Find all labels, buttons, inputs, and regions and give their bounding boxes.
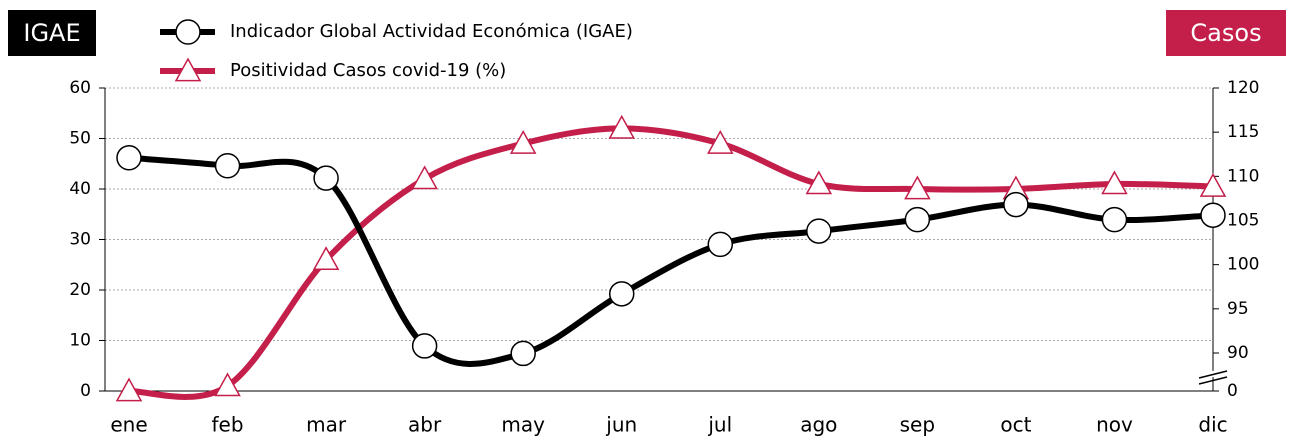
- marker-circle: [116, 145, 142, 171]
- marker-triangle: [1199, 172, 1227, 197]
- x-tick-label: abr: [408, 413, 442, 437]
- marker-circle: [214, 152, 241, 179]
- marker-circle: [608, 281, 635, 307]
- marker-circle: [904, 206, 931, 233]
- marker-triangle: [608, 114, 636, 139]
- marker-circle: [510, 340, 536, 367]
- marker-triangle: [411, 165, 438, 190]
- marker-triangle: [805, 170, 833, 195]
- marker-triangle: [904, 175, 931, 200]
- x-tick-label: ene: [110, 413, 147, 437]
- axis-break: [1198, 370, 1228, 379]
- y2-tick-label: 115: [1227, 122, 1259, 142]
- marker-circle: [411, 333, 438, 359]
- x-tick-label: sep: [900, 413, 935, 437]
- left-badge-box: [8, 10, 96, 56]
- y-tick-label: 50: [69, 129, 91, 149]
- marker-triangle: [312, 246, 340, 271]
- y-tick-label: 10: [69, 331, 91, 351]
- y2-tick-label: 110: [1227, 166, 1259, 186]
- x-tick-label: may: [501, 413, 545, 437]
- marker-circle: [806, 218, 832, 244]
- y2-tick-label: 120: [1227, 78, 1259, 98]
- marker-circle: [1200, 202, 1226, 228]
- y2-tick-label: 95: [1227, 299, 1249, 319]
- x-tick-label: dic: [1198, 413, 1227, 437]
- x-tick-label: nov: [1096, 413, 1133, 437]
- x-tick-label: ago: [800, 413, 837, 437]
- x-tick-label: mar: [306, 413, 347, 437]
- y2-tick-label: 105: [1227, 211, 1259, 231]
- marker-circle: [1003, 191, 1029, 218]
- y-tick-label: 0: [80, 381, 91, 401]
- marker-triangle: [115, 377, 143, 402]
- marker-triangle: [214, 372, 241, 397]
- marker-circle: [175, 19, 201, 45]
- series-line: [128, 125, 1214, 400]
- right-badge: Casos: [1190, 19, 1261, 47]
- x-tick-label: feb: [212, 413, 244, 437]
- marker-circle: [707, 231, 734, 258]
- legend-label: Indicador Global Actividad Económica (IG…: [230, 21, 633, 42]
- marker-circle: [313, 165, 339, 191]
- marker-triangle: [509, 130, 537, 154]
- y2-tick-label: 0: [1227, 381, 1238, 401]
- marker-circle: [1101, 206, 1128, 233]
- marker-triangle: [706, 130, 734, 154]
- legend-label: Positividad Casos covid-19 (%): [230, 60, 506, 81]
- x-tick-label: oct: [1000, 413, 1031, 437]
- marker-triangle: [1101, 170, 1128, 195]
- y-tick-label: 30: [69, 230, 91, 250]
- axis-break: [1198, 376, 1228, 385]
- y-tick-label: 40: [69, 179, 91, 199]
- x-tick-label: jul: [707, 413, 732, 437]
- x-tick-label: jun: [605, 413, 637, 437]
- marker-triangle: [174, 57, 202, 82]
- left-badge: IGAE: [23, 19, 80, 47]
- y-tick-label: 60: [69, 78, 91, 98]
- right-badge-box: [1166, 10, 1286, 56]
- y2-tick-label: 90: [1227, 343, 1249, 363]
- y2-tick-label: 100: [1227, 255, 1259, 275]
- y-tick-label: 20: [69, 280, 91, 300]
